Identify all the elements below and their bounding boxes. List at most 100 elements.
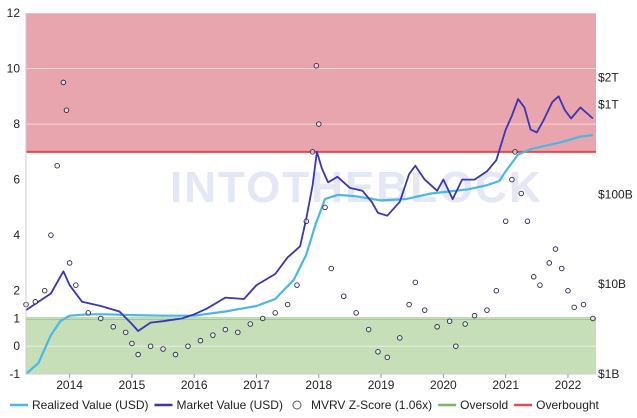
series-2-point-40 [406, 301, 412, 308]
y-tick-6: 6 [13, 173, 20, 187]
y-tick--1: -1 [9, 367, 20, 381]
series-2-point-29 [309, 149, 316, 155]
series-2-point-5 [60, 79, 67, 86]
series-2-point-62 [580, 301, 587, 308]
series-2-point-24 [259, 315, 266, 322]
series-2-point-60 [565, 287, 571, 294]
series-2-point-49 [493, 287, 500, 294]
x-tick-2019: 2019 [368, 378, 395, 392]
series-2-point-15 [147, 343, 154, 349]
series-2-point-52 [512, 149, 518, 155]
series-2-point-17 [172, 351, 179, 358]
series-2-point-42 [421, 307, 428, 313]
series-2-point-27 [294, 282, 300, 288]
x-tick-2014: 2014 [56, 378, 83, 392]
series-2-point-23 [247, 321, 254, 327]
series-2-point-35 [353, 310, 359, 316]
x-tick-2018: 2018 [305, 378, 332, 392]
series-2-point-37 [375, 349, 381, 355]
legend-label-1: Market Value (USD) [177, 398, 283, 412]
zone-overbought [26, 13, 596, 152]
y-tick-8: 8 [13, 117, 20, 131]
series-2-point-58 [552, 246, 559, 252]
y-right-tick-$1B: $1B [598, 367, 619, 381]
x-tick-2017: 2017 [243, 378, 270, 392]
series-2-point-59 [558, 265, 565, 272]
legend-label-4: Overbought [536, 398, 599, 412]
series-2-point-9 [85, 310, 92, 316]
series-2-point-19 [197, 337, 204, 344]
series-2-point-11 [110, 324, 116, 330]
series-2-point-2 [41, 287, 48, 294]
y-right-tick-$2T: $2T [598, 70, 619, 84]
y-tick-10: 10 [7, 62, 21, 76]
series-2-point-50 [502, 218, 509, 225]
series-2-point-3 [48, 232, 54, 238]
series-2-point-57 [546, 260, 553, 266]
series-2-point-21 [222, 326, 229, 333]
series-1-line [25, 95, 594, 332]
series-2-point-53 [518, 190, 524, 197]
series-2-point-32 [322, 204, 328, 211]
series-2-point-26 [284, 301, 291, 308]
series-2-point-36 [365, 326, 372, 333]
series-2-point-8 [73, 282, 79, 288]
series-0-line [25, 134, 594, 375]
series-2-point-54 [524, 218, 531, 225]
legend: Realized Value (USD) Market Value (USD) MV… [10, 398, 600, 412]
series-2-point-22 [235, 329, 241, 336]
series-2-point-61 [571, 304, 577, 311]
series-2-point-31 [316, 121, 322, 127]
series-2-point-41 [412, 279, 419, 286]
series-2-point-18 [185, 343, 191, 349]
series-2-point-28 [303, 218, 310, 225]
series-2-point-7 [66, 260, 73, 266]
series-2-point-14 [135, 351, 141, 358]
series-2-point-63 [590, 315, 596, 322]
series-2-point-48 [484, 307, 490, 313]
series-2-points [23, 63, 596, 361]
series-2-point-38 [384, 354, 391, 361]
x-tick-2016: 2016 [181, 378, 208, 392]
series-2-point-6 [63, 107, 70, 113]
series-2-point-12 [122, 329, 129, 336]
x-tick-2022: 2022 [555, 378, 582, 392]
y-tick-12: 12 [7, 6, 21, 20]
series-2-point-1 [32, 299, 39, 305]
series-2-point-47 [471, 312, 478, 319]
series-2-point-10 [98, 315, 104, 322]
legend-label-2: MVRV Z-Score (1.06x) [311, 398, 432, 412]
y-tick-1: 1 [13, 311, 20, 325]
y-right-tick-$10B: $10B [598, 277, 626, 291]
series-2-point-20 [210, 332, 216, 338]
x-tick-2015: 2015 [119, 378, 146, 392]
series-layer [23, 63, 596, 375]
series-2-point-30 [313, 63, 320, 69]
series-2-point-44 [446, 318, 453, 324]
series-2-point-43 [434, 324, 440, 330]
series-2-point-51 [509, 176, 515, 183]
y-right-tick-$1T: $1T [598, 98, 619, 112]
legend-label-3: Oversold [460, 398, 508, 412]
series-2-point-13 [129, 340, 135, 347]
series-2-point-56 [537, 282, 543, 288]
x-tick-2021: 2021 [492, 378, 519, 392]
series-2-point-25 [272, 310, 278, 316]
series-2-point-16 [160, 346, 166, 352]
y-right-tick-$100B: $100B [598, 187, 633, 201]
x-tick-2020: 2020 [430, 378, 457, 392]
series-2-point-39 [397, 335, 403, 341]
series-2-point-55 [530, 274, 537, 280]
y-tick-2: 2 [13, 284, 20, 298]
series-2-point-46 [462, 321, 468, 327]
series-2-point-4 [54, 162, 60, 169]
legend-label-0: Realized Value (USD) [32, 398, 149, 412]
series-2-point-34 [340, 293, 347, 299]
y-tick-0: 0 [13, 339, 20, 353]
series-2-point-33 [328, 265, 334, 272]
y-tick-4: 4 [13, 228, 20, 242]
legend-marker-2 [292, 400, 302, 410]
series-2-point-45 [453, 343, 459, 349]
